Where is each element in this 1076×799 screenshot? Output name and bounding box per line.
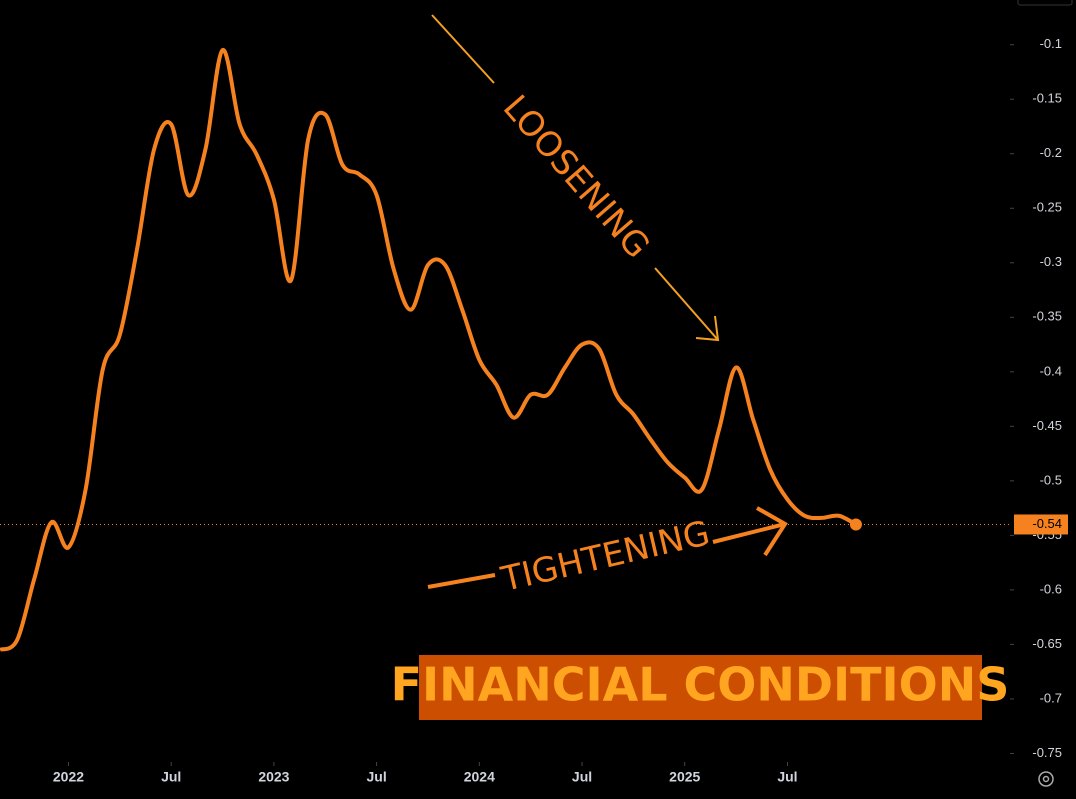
y-tick-label: -0.35 <box>1032 309 1062 324</box>
y-tick-label: -0.45 <box>1032 418 1062 433</box>
x-tick-label: Jul <box>777 769 797 785</box>
y-tick-label: -0.3 <box>1040 254 1062 269</box>
title-box <box>419 655 982 720</box>
x-tick-label: 2025 <box>669 769 700 785</box>
chart-title: FINANCIAL CONDITIONS <box>391 658 1010 712</box>
x-tick-label: Jul <box>366 769 386 785</box>
line <box>0 48 857 652</box>
y-tick-label: -0.75 <box>1032 745 1062 760</box>
last-value-badge <box>1014 514 1068 535</box>
arrow-line <box>712 522 786 544</box>
y-tick-label: -0.4 <box>1040 363 1062 378</box>
toolbar-stub <box>1017 0 1073 6</box>
y-tick-label: -0.2 <box>1040 145 1062 160</box>
x-tick-label: Jul <box>572 769 592 785</box>
arrow-line <box>654 267 719 341</box>
y-tick-label: -0.65 <box>1032 636 1062 651</box>
y-tick-label: -0.7 <box>1040 690 1062 705</box>
settings-icon-center <box>1042 775 1050 783</box>
last-value-label: -0.54 <box>1032 516 1062 531</box>
arrow-head <box>695 315 720 342</box>
x-tick-label: 2023 <box>258 769 289 785</box>
arrow-line <box>431 14 495 84</box>
y-tick-label: -0.6 <box>1040 581 1062 596</box>
y-tick-label: -0.25 <box>1032 200 1062 215</box>
y-tick-label: -0.1 <box>1040 36 1062 51</box>
settings-icon[interactable] <box>1038 771 1054 787</box>
x-tick-label: 2022 <box>53 769 84 785</box>
y-tick-label: -0.15 <box>1032 91 1062 106</box>
x-tick-label: Jul <box>161 769 181 785</box>
last-point <box>849 518 862 531</box>
arrow-line <box>427 573 496 589</box>
y-tick-label: -0.5 <box>1040 472 1062 487</box>
x-tick-label: 2024 <box>464 769 495 785</box>
